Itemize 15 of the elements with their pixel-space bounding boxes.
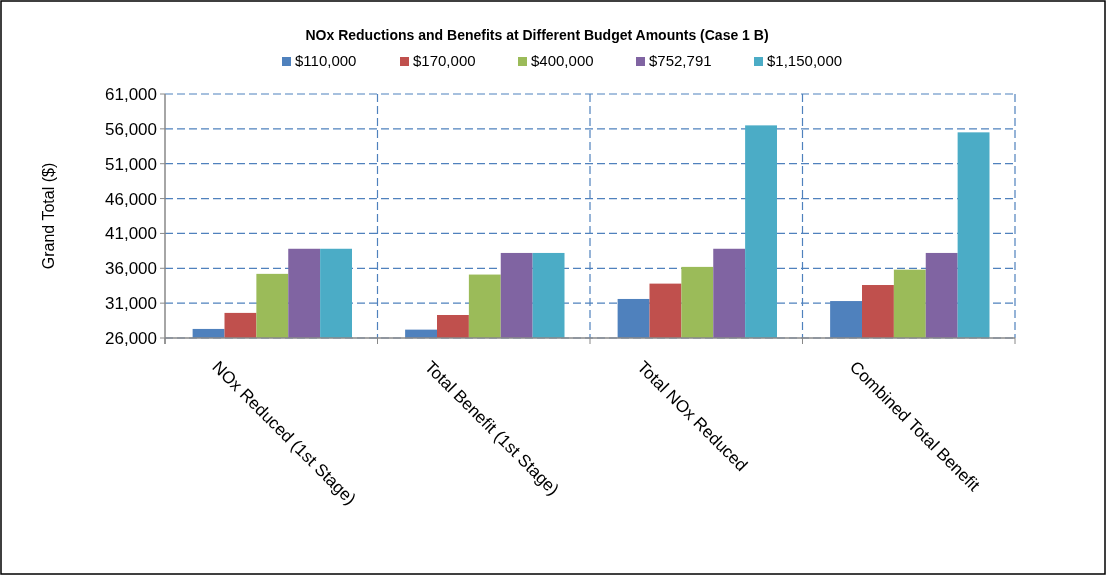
y-tick-label: 36,000 <box>105 259 157 279</box>
y-tick-label: 31,000 <box>105 294 157 314</box>
legend-label: $400,000 <box>531 52 594 69</box>
legend-label: $110,000 <box>295 52 357 69</box>
legend-label: $1,150,000 <box>767 52 843 69</box>
y-axis-title: Grand Total ($) <box>40 162 57 270</box>
chart-title: NOx Reductions and Benefits at Different Budget Amounts (Case 1 B) <box>305 27 769 43</box>
legend-label: $170,000 <box>413 52 476 69</box>
legend-label: $752,791 <box>649 52 712 69</box>
y-tick-label: 46,000 <box>105 189 157 209</box>
y-tick-label: 26,000 <box>105 328 157 348</box>
y-tick-label: 51,000 <box>105 154 157 174</box>
y-tick-label: 61,000 <box>105 84 157 104</box>
y-tick-label: 56,000 <box>105 119 157 139</box>
y-tick-label: 41,000 <box>105 224 157 244</box>
